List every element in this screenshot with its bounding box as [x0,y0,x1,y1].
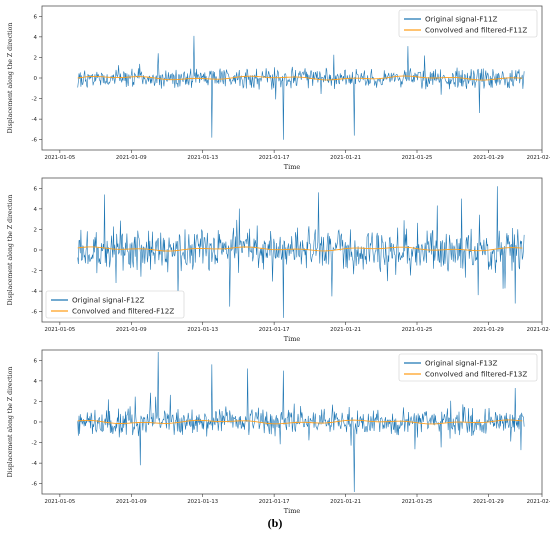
x-tick-label: 2021-01-29 [473,327,504,333]
y-axis-label: Displacement along the Z direction [7,367,14,478]
x-tick-label: 2021-01-09 [116,499,147,505]
y-tick-label: -6 [32,310,38,316]
x-tick-label: 2021-01-29 [473,499,504,505]
x-tick-label: 2021-01-17 [259,155,290,161]
x-tick-label: 2021-01-05 [44,155,75,161]
y-tick-label: 6 [34,14,38,20]
legend-box [45,290,185,319]
y-tick-label: 4 [34,207,38,213]
y-tick-label: 0 [34,420,38,426]
y-tick-label: -4 [32,461,38,467]
x-tick-label: 2021-02-01 [527,499,550,505]
y-tick-label: 6 [34,358,38,364]
legend-label-filtered: Convolved and filtered-F12Z [72,307,174,316]
x-axis-label: Time [284,335,301,343]
chart-panel-3: -6 -4 -2 0 2 4 6 2021-01-05 2021-01-09 2021-01-13… [7,349,550,515]
x-tick-label: 2021-01-21 [330,499,361,505]
chart-panel-1: -6 -4 -2 0 2 4 6 2021-01-05 2021-01-09 2021-01-13… [7,5,550,171]
x-tick-label: 2021-01-25 [402,327,433,333]
x-tick-label: 2021-01-17 [259,499,290,505]
y-axis-label: Displacement along the Z direction [7,195,14,306]
filtered-signal-line [77,75,523,81]
x-axis-label: Time [284,507,301,515]
legend-label-filtered: Convolved and filtered-F13Z [425,370,527,379]
x-tick-label: 2021-02-01 [527,155,550,161]
x-tick-label: 2021-01-21 [330,327,361,333]
x-tick-label: 2021-01-05 [44,499,75,505]
y-tick-label: -6 [32,138,38,144]
y-tick-label: -2 [32,97,37,103]
legend-label-original: Original signal-F11Z [425,15,498,24]
x-tick-label: 2021-02-01 [527,327,550,333]
x-tick-label: 2021-01-25 [402,499,433,505]
y-tick-label: -2 [32,269,37,275]
figure-caption: (b) [267,516,283,530]
filtered-signal-line [77,246,523,252]
x-tick-label: 2021-01-09 [116,155,147,161]
x-axis-label: Time [284,163,301,171]
y-tick-label: 2 [34,227,38,233]
charts-svg: -6 -4 -2 0 2 4 6 2021-01-05 2021-01-09 2021-01-13… [7,5,550,515]
legend-box [398,9,538,38]
x-tick-label: 2021-01-05 [44,327,75,333]
legend: Original signal-F11Z Convolved and filter… [398,9,538,38]
original-signal-line [77,186,525,318]
legend: Original signal-F12Z Convolved and filter… [45,290,185,319]
x-tick-label: 2021-01-13 [187,155,218,161]
chart-panel-2: -6 -4 -2 0 2 4 6 2021-01-05 2021-01-09 2021-01-13… [7,177,550,343]
y-tick-label: -4 [32,289,38,295]
y-tick-label: 2 [34,55,38,61]
y-tick-label: -2 [32,441,37,447]
y-tick-label: 0 [34,248,38,254]
x-tick-label: 2021-01-17 [259,327,290,333]
y-axis-label: Displacement along the Z direction [7,23,14,134]
filtered-signal-line [77,419,523,425]
legend-label-filtered: Convolved and filtered-F11Z [425,26,527,35]
legend-label-original: Original signal-F12Z [72,296,145,305]
x-tick-label: 2021-01-13 [187,327,218,333]
legend-box [398,353,538,382]
x-tick-label: 2021-01-29 [473,155,504,161]
y-tick-label: -6 [32,482,38,488]
y-tick-label: 2 [34,399,38,405]
original-signal-line [77,352,525,492]
x-tick-label: 2021-01-21 [330,155,361,161]
y-tick-label: 6 [34,186,38,192]
x-tick-label: 2021-01-13 [187,499,218,505]
legend: Original signal-F13Z Convolved and filter… [398,353,538,382]
legend-label-original: Original signal-F13Z [425,359,498,368]
y-tick-label: 4 [34,35,38,41]
x-tick-label: 2021-01-25 [402,155,433,161]
y-tick-label: -4 [32,117,38,123]
y-tick-label: 4 [34,379,38,385]
x-tick-label: 2021-01-09 [116,327,147,333]
y-tick-label: 0 [34,76,38,82]
